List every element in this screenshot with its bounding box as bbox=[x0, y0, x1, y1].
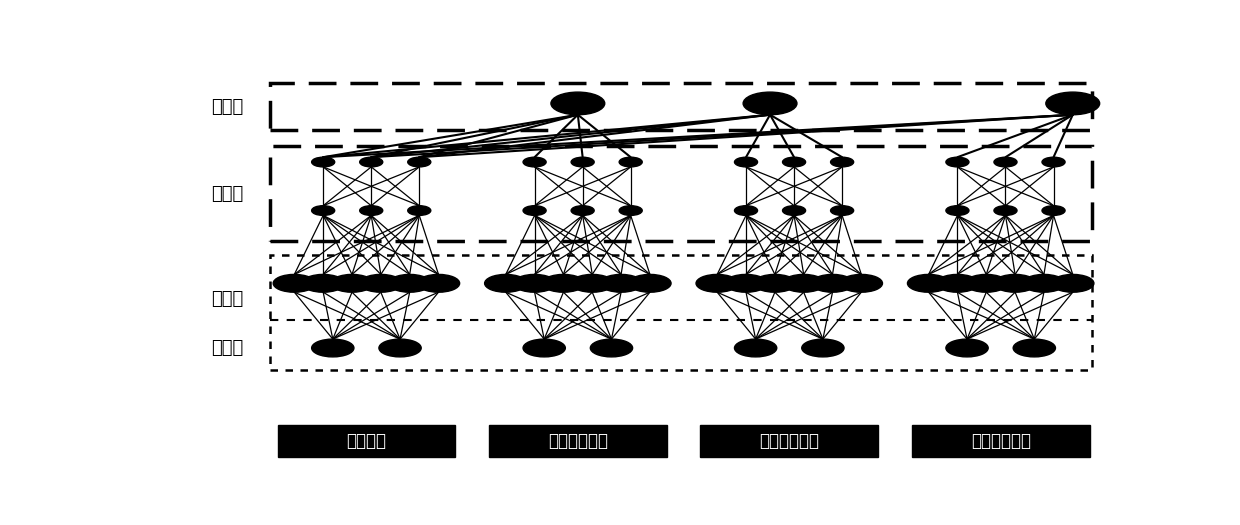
Circle shape bbox=[734, 157, 758, 167]
Circle shape bbox=[619, 157, 642, 167]
Circle shape bbox=[273, 275, 315, 292]
Circle shape bbox=[572, 206, 594, 215]
FancyBboxPatch shape bbox=[278, 425, 455, 457]
Text: 理财产品特征: 理财产品特征 bbox=[971, 432, 1030, 450]
Bar bbox=[270, 146, 1092, 241]
Circle shape bbox=[572, 157, 594, 167]
Circle shape bbox=[734, 206, 758, 215]
Circle shape bbox=[743, 92, 797, 115]
Circle shape bbox=[408, 206, 430, 215]
Circle shape bbox=[1023, 275, 1065, 292]
Circle shape bbox=[379, 339, 422, 357]
Circle shape bbox=[782, 206, 806, 215]
Circle shape bbox=[831, 206, 853, 215]
Circle shape bbox=[408, 157, 430, 167]
Circle shape bbox=[1045, 92, 1100, 115]
Circle shape bbox=[802, 339, 844, 357]
Text: 输入层: 输入层 bbox=[211, 339, 243, 357]
FancyBboxPatch shape bbox=[701, 425, 878, 457]
Circle shape bbox=[994, 157, 1017, 167]
Circle shape bbox=[360, 206, 383, 215]
Circle shape bbox=[331, 275, 373, 292]
Circle shape bbox=[696, 275, 738, 292]
Circle shape bbox=[303, 275, 345, 292]
Circle shape bbox=[311, 206, 335, 215]
Circle shape bbox=[782, 157, 806, 167]
Text: 用户特征: 用户特征 bbox=[346, 432, 387, 450]
Circle shape bbox=[523, 339, 565, 357]
Circle shape bbox=[994, 275, 1037, 292]
Circle shape bbox=[551, 92, 605, 115]
FancyBboxPatch shape bbox=[489, 425, 667, 457]
Circle shape bbox=[418, 275, 460, 292]
Circle shape bbox=[946, 206, 968, 215]
Circle shape bbox=[311, 157, 335, 167]
Circle shape bbox=[572, 275, 614, 292]
Circle shape bbox=[994, 206, 1017, 215]
Circle shape bbox=[513, 275, 556, 292]
Circle shape bbox=[542, 275, 584, 292]
Circle shape bbox=[946, 157, 968, 167]
Circle shape bbox=[619, 206, 642, 215]
FancyBboxPatch shape bbox=[911, 425, 1090, 457]
Circle shape bbox=[734, 339, 776, 357]
Circle shape bbox=[388, 275, 430, 292]
Circle shape bbox=[965, 275, 1007, 292]
Circle shape bbox=[782, 275, 825, 292]
Bar bbox=[270, 83, 1092, 130]
Circle shape bbox=[523, 206, 546, 215]
Text: 保险产品特征: 保险产品特征 bbox=[759, 432, 820, 450]
Text: 输出层: 输出层 bbox=[211, 98, 243, 116]
Circle shape bbox=[754, 275, 796, 292]
Circle shape bbox=[841, 275, 883, 292]
Text: 嵌入层: 嵌入层 bbox=[211, 290, 243, 309]
Circle shape bbox=[1042, 206, 1065, 215]
Text: 储蓄产品特征: 储蓄产品特征 bbox=[548, 432, 608, 450]
Circle shape bbox=[946, 339, 988, 357]
Circle shape bbox=[908, 275, 950, 292]
Circle shape bbox=[1013, 339, 1055, 357]
Circle shape bbox=[311, 339, 353, 357]
Circle shape bbox=[831, 157, 853, 167]
Circle shape bbox=[485, 275, 527, 292]
Circle shape bbox=[936, 275, 978, 292]
Bar bbox=[270, 255, 1092, 370]
Circle shape bbox=[629, 275, 671, 292]
Circle shape bbox=[590, 339, 632, 357]
Circle shape bbox=[360, 157, 383, 167]
Circle shape bbox=[811, 275, 853, 292]
Circle shape bbox=[360, 275, 402, 292]
Circle shape bbox=[1052, 275, 1094, 292]
Circle shape bbox=[600, 275, 642, 292]
Circle shape bbox=[523, 157, 546, 167]
Circle shape bbox=[725, 275, 768, 292]
Text: 隐藏层: 隐藏层 bbox=[211, 185, 243, 203]
Circle shape bbox=[1042, 157, 1065, 167]
